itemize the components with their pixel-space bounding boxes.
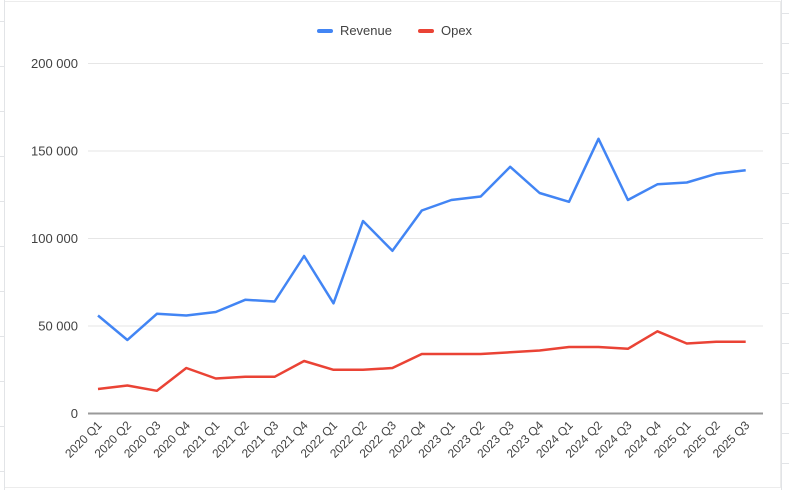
- y-tick-label: 100 000: [31, 231, 78, 246]
- chart-container[interactable]: [4, 1, 781, 488]
- y-tick-label: 0: [71, 406, 78, 421]
- opex-line: [97, 330, 746, 393]
- legend-swatch-opex-icon: [417, 28, 434, 33]
- y-tick-label: 200 000: [31, 56, 78, 71]
- legend-item-opex[interactable]: Opex: [417, 23, 473, 38]
- chart-legend: Revenue Opex: [0, 23, 789, 38]
- y-tick-label: 150 000: [31, 144, 78, 159]
- legend-label: Opex: [440, 23, 473, 38]
- legend-item-revenue[interactable]: Revenue: [316, 23, 392, 38]
- y-tick-label: 50 000: [38, 319, 78, 334]
- legend-label: Revenue: [339, 23, 392, 38]
- revenue-line: [97, 137, 746, 342]
- legend-swatch-revenue-icon: [316, 28, 333, 33]
